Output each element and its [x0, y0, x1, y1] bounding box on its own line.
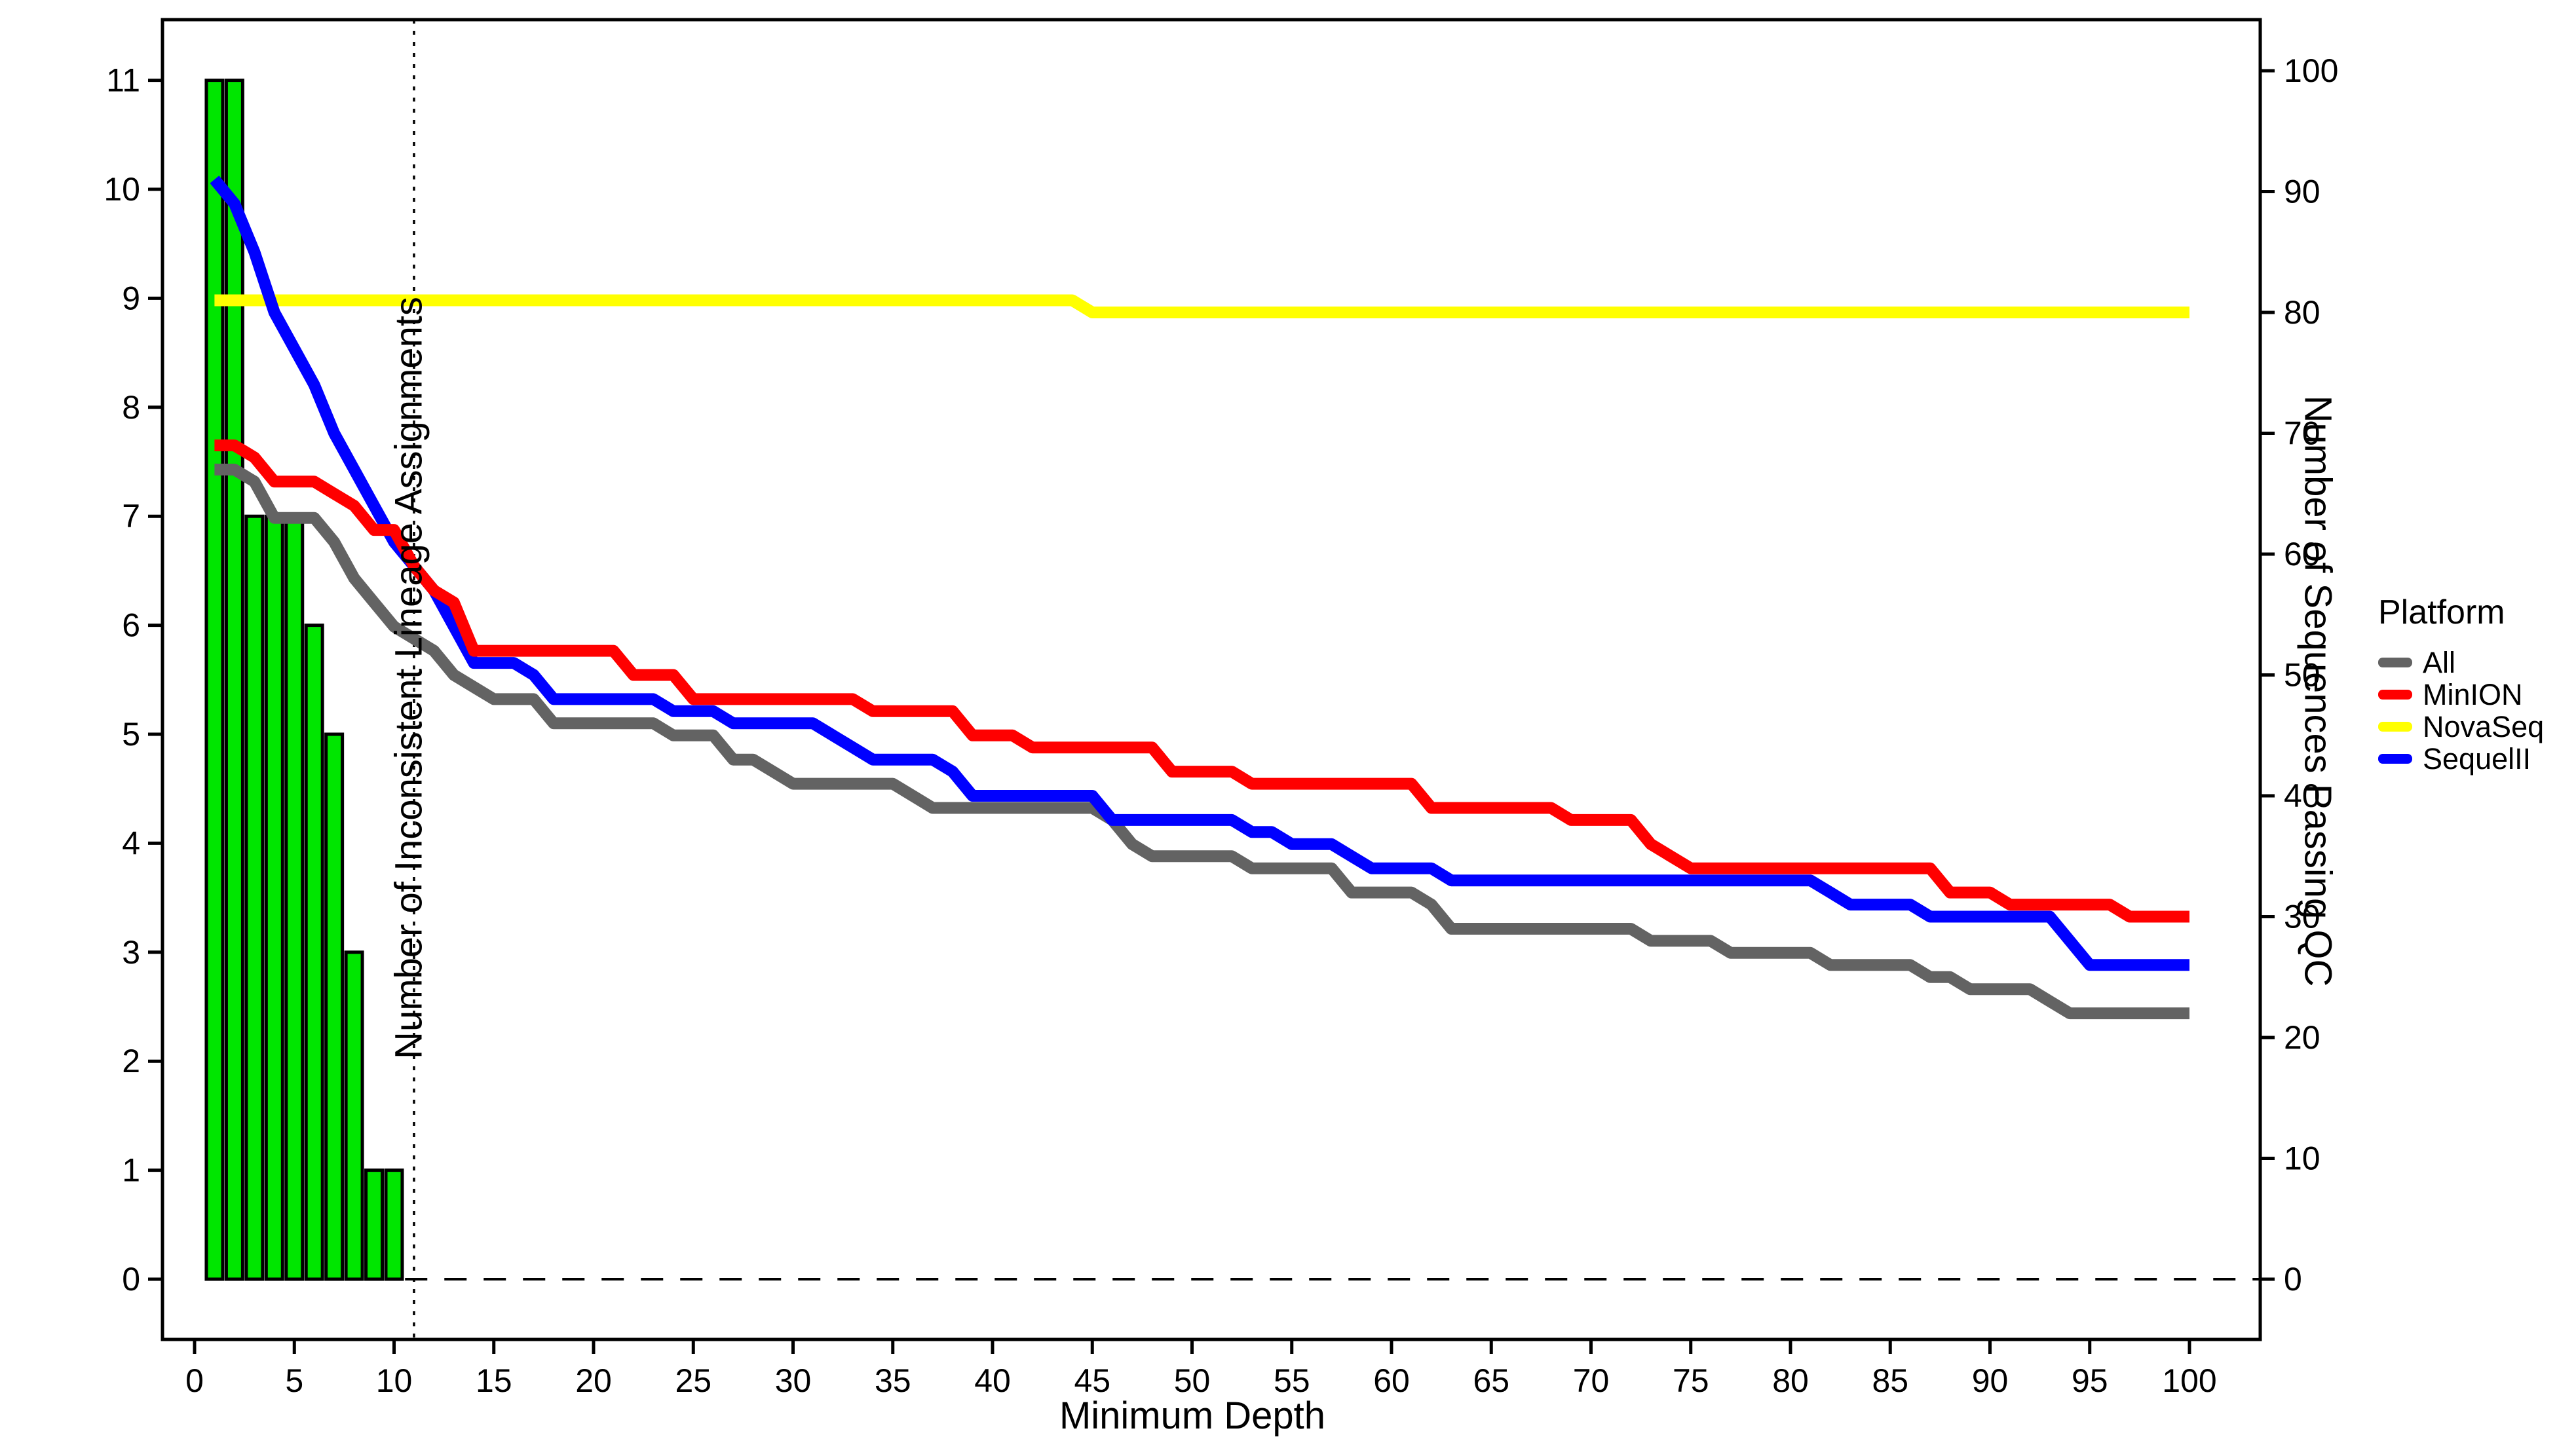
x-tick-label: 60 [1373, 1362, 1410, 1399]
legend: Platform All MinION NovaSeq SequelII [2378, 593, 2545, 776]
bar [304, 624, 324, 1281]
y-left-tick-label: 6 [122, 607, 140, 644]
bar [364, 1168, 385, 1281]
legend-label: NovaSeq [2423, 709, 2545, 743]
sequelii-line-swatch [2378, 754, 2412, 764]
series-line-minion [214, 439, 2189, 923]
y-left-tick-label: 5 [122, 716, 140, 753]
series-line-sequelii [210, 176, 2189, 971]
x-axis-title: Minimum Depth [1059, 1394, 1326, 1437]
legend-item-all: All [2378, 646, 2544, 679]
y-axis-title-right: Number of Sequences Passing QC [2296, 395, 2339, 987]
x-tick-label: 55 [1274, 1362, 1310, 1399]
y-right-tick-label: 50 [2284, 657, 2320, 694]
bar [204, 79, 225, 1281]
histogram-bars [204, 79, 404, 1281]
x-tick-label: 95 [2072, 1362, 2108, 1399]
x-tick-label: 70 [1573, 1362, 1610, 1399]
y-left-tick-label: 2 [122, 1043, 140, 1079]
series-line-novaseq [214, 294, 2189, 318]
novaseq-line-swatch [2378, 722, 2412, 732]
y-right-tick-label: 60 [2284, 536, 2320, 572]
bar [224, 79, 244, 1281]
legend-label: All [2423, 645, 2456, 679]
y-axis-left: 0 1 2 3 4 5 6 7 8 9 10 11 [104, 62, 162, 1298]
bar [344, 950, 364, 1281]
minion-line-swatch [2378, 690, 2412, 700]
series-line-all [214, 463, 2189, 1020]
x-tick-label: 10 [376, 1362, 413, 1399]
y-right-tick-label: 90 [2284, 174, 2320, 210]
y-left-tick-label: 1 [122, 1152, 140, 1189]
x-tick-label: 65 [1473, 1362, 1509, 1399]
x-tick-label: 5 [285, 1362, 303, 1399]
x-tick-label: 30 [775, 1362, 812, 1399]
x-tick-label: 85 [1872, 1362, 1908, 1399]
bar [384, 1168, 404, 1281]
y-right-tick-label: 80 [2284, 294, 2320, 331]
x-tick-label: 25 [675, 1362, 711, 1399]
bar [264, 514, 284, 1281]
legend-item-novaseq: NovaSeq [2378, 709, 2545, 743]
x-tick-label: 15 [476, 1362, 512, 1399]
y-right-tick-label: 30 [2284, 899, 2320, 935]
y-left-tick-label: 9 [122, 280, 140, 316]
y-right-tick-label: 100 [2284, 52, 2338, 89]
bar [324, 732, 345, 1281]
y-left-tick-label: 4 [122, 825, 140, 861]
y-right-tick-label: 70 [2284, 415, 2320, 452]
x-tick-label: 0 [185, 1362, 204, 1399]
legend-title: Platform [2378, 593, 2505, 631]
x-axis: 0 5 10 15 20 25 30 35 40 45 50 55 60 65 70 75 80 85 90 95 10… [185, 1339, 2217, 1399]
y-left-tick-label: 7 [122, 498, 140, 534]
y-right-tick-label: 40 [2284, 777, 2320, 814]
legend-item-sequelii: SequelII [2378, 741, 2544, 776]
all-line-swatch [2378, 658, 2412, 667]
legend-item-minion: MinION [2378, 677, 2544, 711]
y-right-tick-label: 10 [2284, 1140, 2320, 1177]
y-left-tick-label: 3 [122, 934, 140, 971]
x-tick-label: 100 [2162, 1362, 2216, 1399]
x-tick-label: 20 [575, 1362, 612, 1399]
y-right-tick-label: 0 [2284, 1261, 2302, 1298]
bar [284, 514, 305, 1281]
x-tick-label: 50 [1174, 1362, 1211, 1399]
legend-label: SequelII [2423, 741, 2531, 776]
y-right-tick-label: 20 [2284, 1019, 2320, 1056]
y-axis-title-left: Number of Inconsistent Lineage Assignmen… [387, 297, 430, 1059]
x-tick-label: 75 [1673, 1362, 1709, 1399]
panel-border [161, 18, 2262, 1341]
y-left-tick-label: 8 [122, 389, 140, 426]
bar [244, 514, 265, 1281]
x-tick-label: 45 [1074, 1362, 1110, 1399]
legend-label: MinION [2423, 677, 2523, 711]
x-tick-label: 40 [974, 1362, 1011, 1399]
y-left-tick-label: 0 [122, 1261, 140, 1298]
x-tick-label: 80 [1772, 1362, 1809, 1399]
y-left-tick-label: 10 [104, 171, 140, 208]
x-tick-label: 35 [875, 1362, 911, 1399]
y-left-tick-label: 11 [106, 62, 140, 99]
y-axis-right: 0 10 20 30 40 50 60 70 80 90 100 [2260, 52, 2338, 1298]
x-tick-label: 90 [1972, 1362, 2009, 1399]
